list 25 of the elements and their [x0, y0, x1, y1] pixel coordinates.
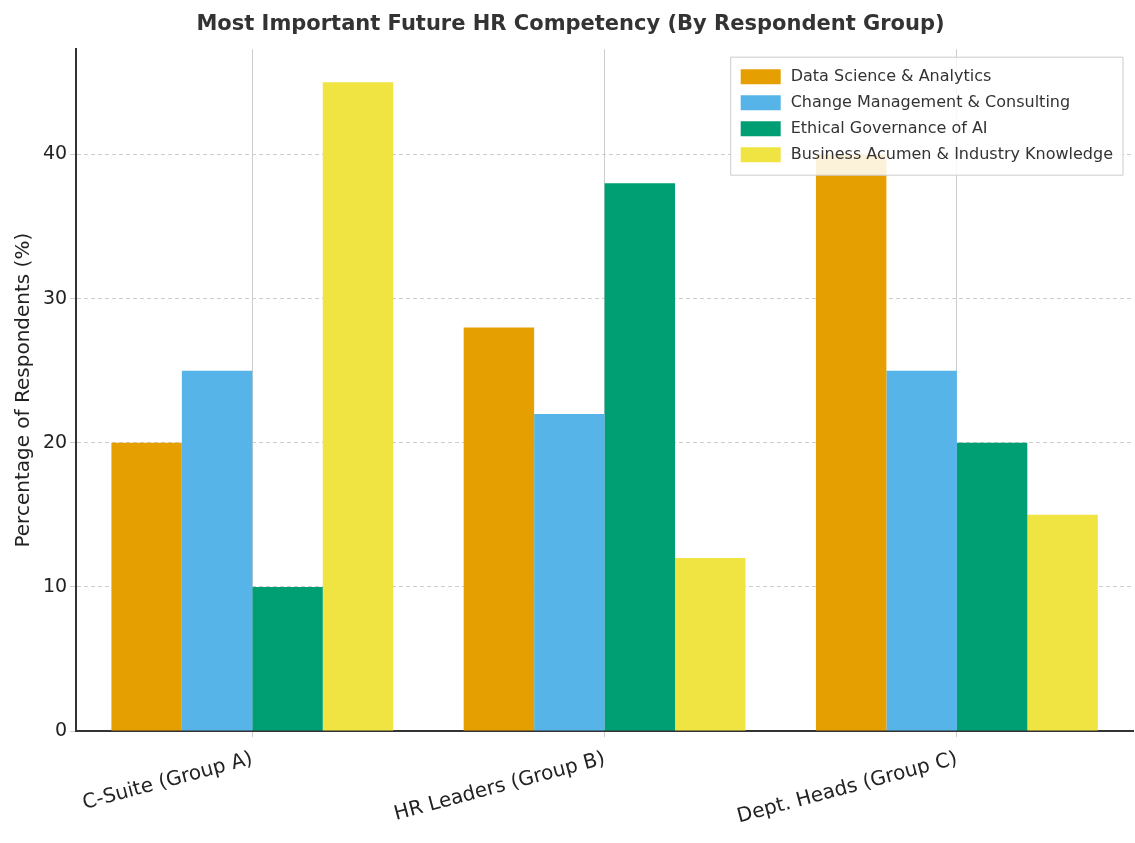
bar: [181, 370, 253, 731]
legend-label: Data Science & Analytics: [790, 66, 992, 86]
bar: [534, 413, 605, 731]
bar: [252, 586, 323, 731]
x-tick-label: C-Suite (Group A): [79, 745, 255, 814]
bar: [1027, 514, 1098, 731]
chart-title: Most Important Future HR Competency (By Respondent Group): [196, 11, 945, 36]
y-tick-label: 30: [42, 285, 68, 308]
legend-label: Business Acumen & Industry Knowledge: [790, 144, 1113, 164]
y-tick-label: 40: [42, 141, 68, 164]
bar: [463, 327, 535, 731]
bar: [322, 82, 394, 731]
y-tick-label: 20: [42, 429, 68, 452]
legend-label: Ethical Governance of AI: [790, 118, 988, 138]
bar: [956, 442, 1028, 731]
x-tick-label: Dept. Heads (Group C): [734, 745, 960, 828]
bar: [111, 442, 182, 731]
bar: [604, 183, 676, 731]
bar: [886, 370, 957, 731]
y-tick-label: 10: [42, 573, 68, 596]
legend-label: Change Management & Consulting: [790, 92, 1071, 112]
bar: [675, 558, 746, 731]
y-axis-title: Percentage of Respondents (%): [10, 232, 35, 548]
y-tick-label: 0: [55, 718, 68, 741]
x-tick-label: HR Leaders (Group B): [391, 745, 608, 825]
